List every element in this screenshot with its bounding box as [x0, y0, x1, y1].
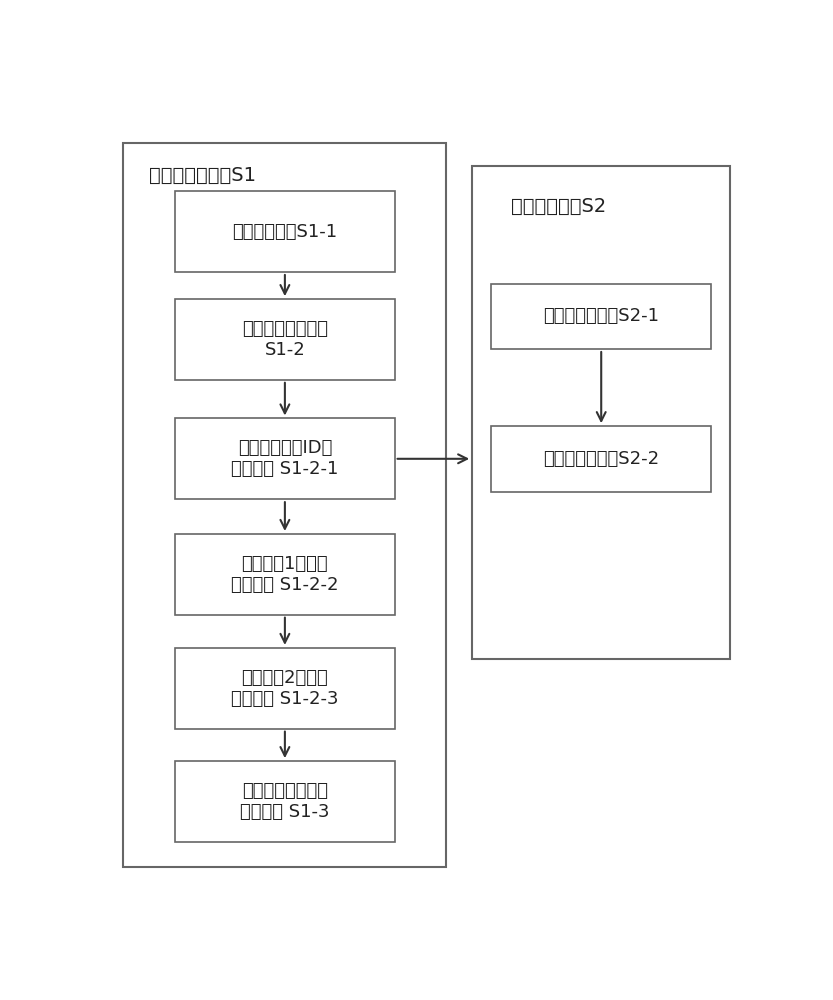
Bar [123, 143, 446, 867]
Text: 依据链路度量，确
定转发集 S1-3: 依据链路度量，确 定转发集 S1-3 [240, 782, 330, 821]
Text: 建立下一跳邻居表
S1-2: 建立下一跳邻居表 S1-2 [242, 320, 328, 359]
Text: 协议运行阶段S2: 协议运行阶段S2 [511, 197, 606, 216]
Text: 根据式（1）确定
工作调度 S1-2-2: 根据式（1）确定 工作调度 S1-2-2 [231, 555, 339, 594]
Text: 根据式（2）确定
链路度量 S1-2-3: 根据式（2）确定 链路度量 S1-2-3 [231, 669, 339, 708]
Bar [491, 284, 711, 349]
Bar [175, 534, 395, 615]
Bar [491, 426, 711, 492]
Bar [175, 191, 395, 272]
Bar [175, 418, 395, 499]
Bar [472, 166, 731, 659]
Text: 协议初始化阶段S1: 协议初始化阶段S1 [149, 166, 257, 185]
Text: 确定排序转发集S2-1: 确定排序转发集S2-1 [543, 307, 659, 325]
Bar [175, 648, 395, 729]
Text: 确定邻居节点ID和
剩余能量 S1-2-1: 确定邻居节点ID和 剩余能量 S1-2-1 [232, 439, 338, 478]
Text: 确定网络层数S1-1: 确定网络层数S1-1 [232, 223, 337, 241]
Bar [175, 299, 395, 380]
Text: 数据包转发过程S2-2: 数据包转发过程S2-2 [543, 450, 659, 468]
Bar [175, 761, 395, 842]
